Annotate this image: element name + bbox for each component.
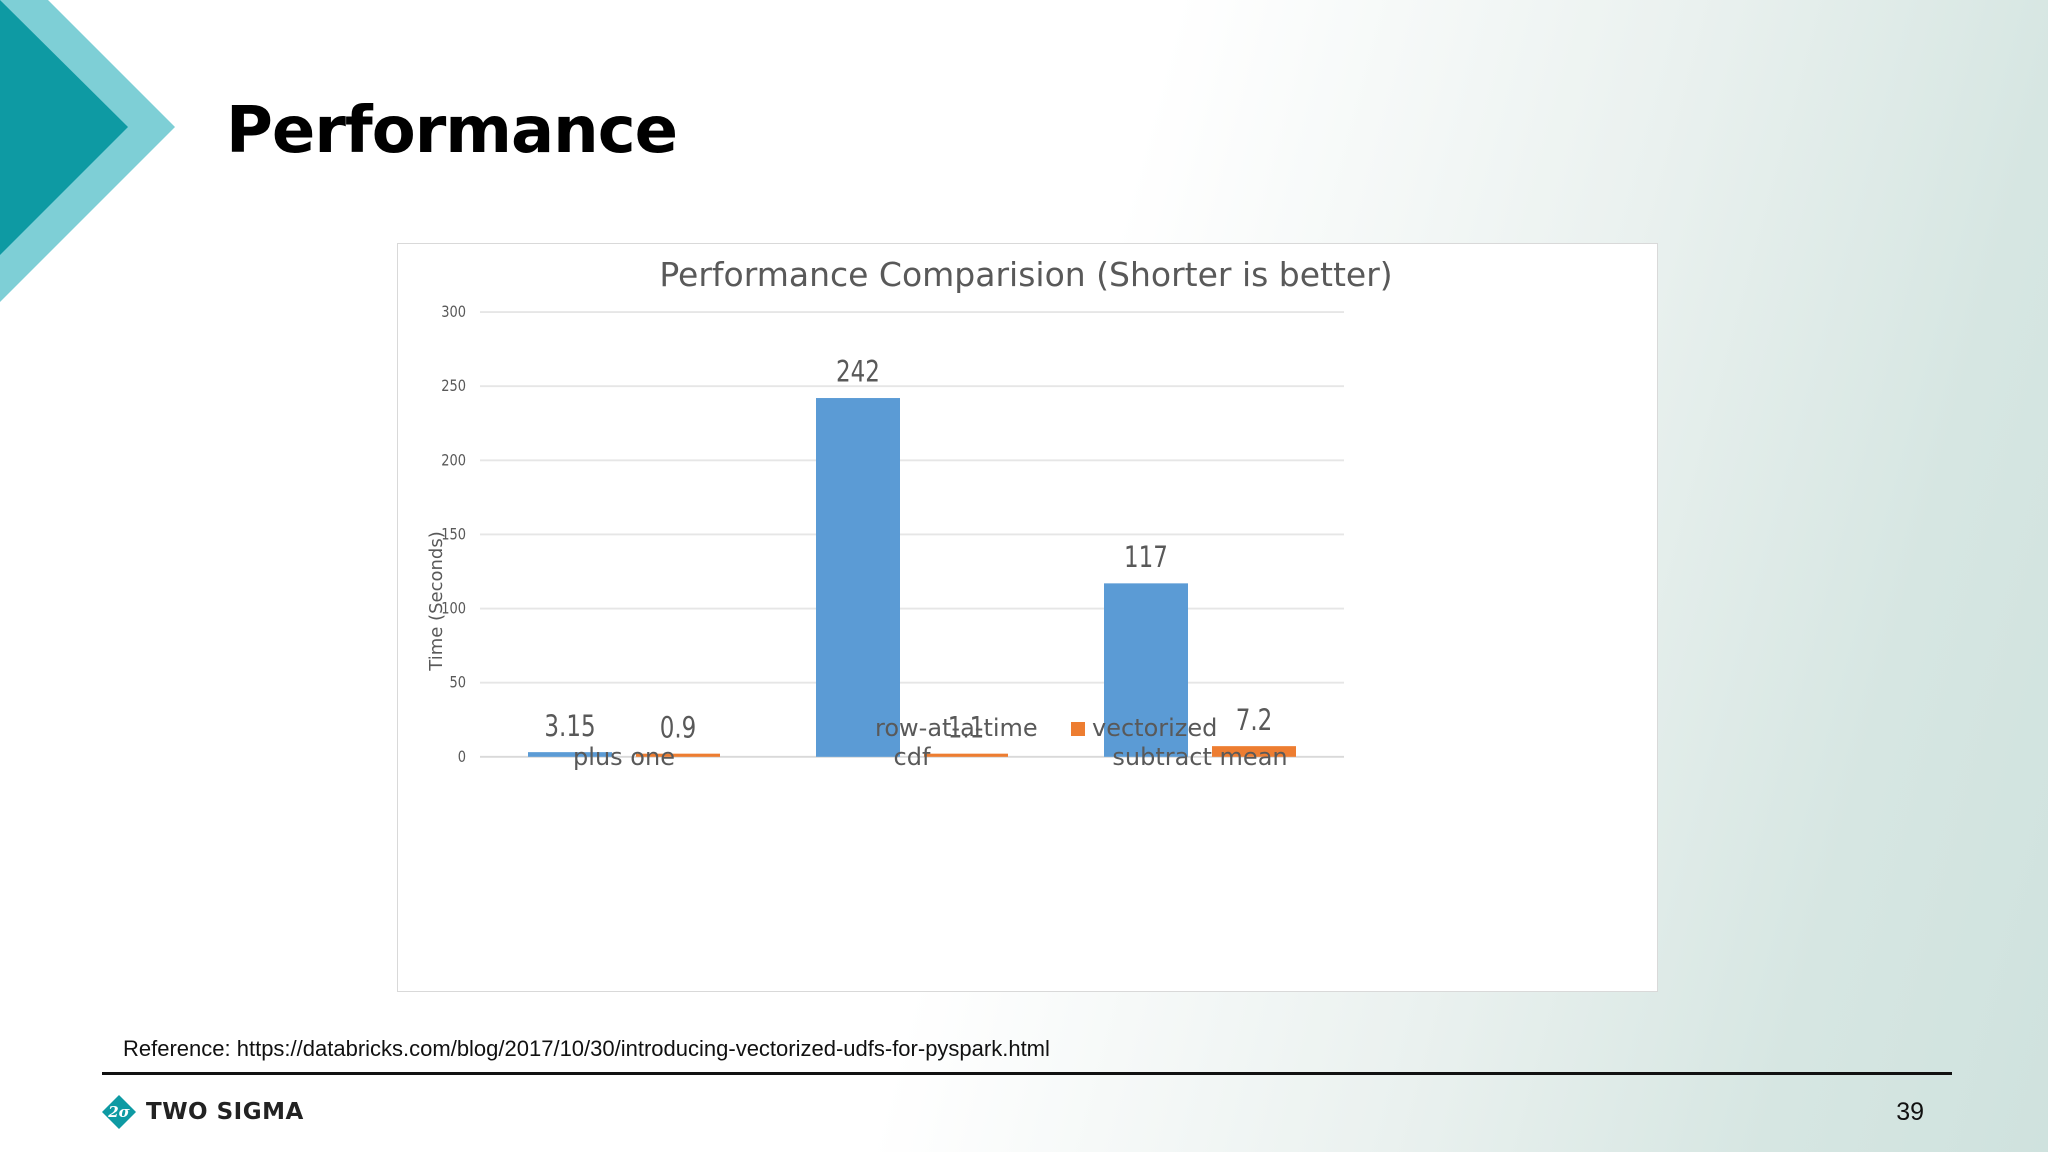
- brand-logo: 2σ TWO SIGMA: [102, 1094, 304, 1130]
- bar-vectorized-1: [924, 753, 1008, 757]
- chevron-decoration: [0, 0, 175, 302]
- data-labels: 3.15 0.9 242 1.1 117 7.2: [544, 356, 1272, 745]
- bar-vectorized-0: [636, 753, 720, 757]
- legend-swatch-vectorized: [1071, 722, 1085, 736]
- bar-row-at-a-time-1: [816, 398, 900, 757]
- page-number: 39: [1896, 1098, 1924, 1126]
- gridlines: [480, 311, 1344, 758]
- chart-title: Performance Comparision (Shorter is bett…: [659, 255, 1392, 294]
- chart-frame: Performance Comparision (Shorter is bett…: [397, 243, 1658, 992]
- legend-label-vectorized: vectorized: [1092, 714, 1217, 742]
- data-label: 242: [836, 356, 880, 389]
- x-category-label: subtract mean: [1112, 743, 1287, 771]
- y-tick-label: 150: [441, 525, 466, 544]
- y-tick-label: 100: [441, 599, 466, 618]
- legend-label-row-at-a-time: row-at-a-time: [875, 714, 1038, 742]
- two-sigma-logo-icon: 2σ: [102, 1095, 136, 1129]
- footer-divider: [102, 1072, 1952, 1075]
- y-axis-label: Time (Seconds): [426, 531, 447, 671]
- data-label: 3.15: [544, 710, 595, 743]
- bars: [528, 398, 1296, 757]
- legend: row-at-a-time vectorized: [854, 714, 1217, 742]
- brand-name: TWO SIGMA: [146, 1099, 304, 1125]
- reference-text: Reference: https://databricks.com/blog/2…: [123, 1036, 1050, 1061]
- data-label: 117: [1124, 541, 1168, 574]
- bar-vectorized-2: [1212, 746, 1296, 757]
- data-label: 0.9: [660, 712, 697, 745]
- bar-chart: Performance Comparision (Shorter is bett…: [426, 255, 1393, 771]
- chevron-inner-shape: [0, 0, 128, 255]
- y-tick-label: 300: [441, 303, 466, 322]
- x-axis-categories: plus one cdf subtract mean: [573, 743, 1288, 771]
- x-category-label: cdf: [894, 743, 931, 771]
- bar-row-at-a-time-0: [528, 752, 612, 757]
- y-tick-label: 250: [441, 377, 466, 396]
- y-axis-ticks: 0 50 100 150 200 250 300: [441, 303, 466, 767]
- data-label: 1.1: [948, 712, 985, 745]
- svg-text:2σ: 2σ: [107, 1103, 130, 1121]
- slide-title: Performance: [226, 94, 678, 168]
- y-tick-label: 50: [449, 673, 466, 692]
- bar-row-at-a-time-2: [1104, 583, 1188, 757]
- y-tick-label: 200: [441, 451, 466, 470]
- data-label: 7.2: [1236, 704, 1273, 737]
- y-tick-label: 0: [458, 747, 466, 766]
- legend-swatch-row-at-a-time: [854, 722, 868, 736]
- x-category-label: plus one: [573, 743, 675, 771]
